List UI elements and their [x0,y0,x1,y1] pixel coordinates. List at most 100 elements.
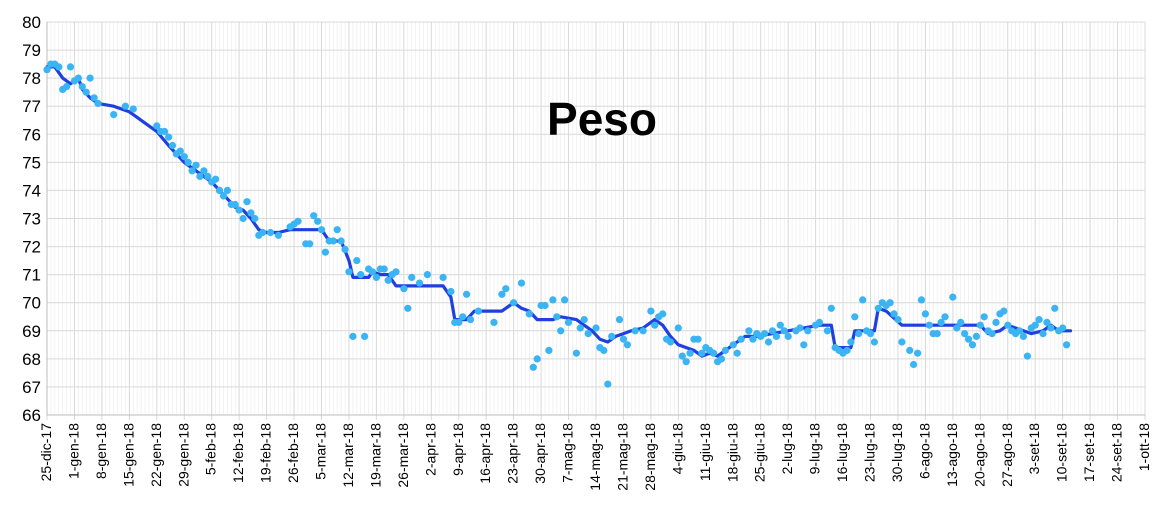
data-point [341,245,349,253]
data-point [204,172,212,180]
x-tick-label: 30-lug-18 [889,423,905,482]
data-point [74,74,82,82]
data-point [674,324,682,332]
data-point [415,279,424,287]
data-point [1019,332,1027,340]
data-point [329,237,337,245]
y-tick-label: 74 [22,181,41,200]
x-tick-label: 21-mag-18 [614,423,630,491]
x-tick-label: 5-mar-18 [313,423,329,480]
axes: 25-dic-17 1-gen-18 8-gen-18 15-gen-18 22-gen… [22,13,1152,491]
x-tick-label: 25-giu-18 [752,423,768,482]
data-point [729,341,737,349]
data-point [780,327,788,335]
data-point [600,346,608,354]
data-point [784,332,792,340]
data-point [404,304,412,312]
data-point [266,228,275,237]
data-point [874,304,882,312]
data-point [843,346,851,354]
data-point [800,341,808,349]
data-point [502,285,510,293]
data-point [949,293,957,301]
data-point [761,330,769,338]
data-point [576,324,584,332]
data-point [745,327,753,335]
data-point [1031,321,1039,329]
data-point [455,318,463,326]
data-point [572,349,581,357]
chart-title: Peso [547,93,657,145]
data-point [384,276,392,284]
data-point [549,296,557,304]
data-point [976,321,984,329]
y-tick-label: 67 [22,378,41,397]
data-point [439,273,447,281]
x-tick-label: 3-set-18 [1026,423,1042,475]
y-tick-label: 72 [22,238,41,257]
data-point [1004,321,1012,329]
y-tick-label: 73 [22,210,41,229]
data-point [1000,307,1008,315]
y-tick-label: 75 [22,153,41,172]
data-point [906,346,914,354]
data-point [463,290,471,298]
data-point [212,175,220,183]
y-tick-label: 70 [22,294,41,313]
y-tick-label: 71 [22,266,41,285]
y-tick-label: 77 [22,97,41,116]
data-point [161,127,169,136]
data-point [392,268,400,276]
data-point [815,318,824,326]
data-point [898,338,906,346]
data-point [615,316,624,324]
data-point [349,332,357,340]
x-tick-label: 7-mag-18 [560,423,576,483]
data-point [368,268,377,276]
data-point [357,271,365,279]
y-tick-label: 78 [22,69,41,88]
data-point [1063,341,1071,349]
data-point [678,352,686,360]
data-point [749,335,757,343]
data-point [466,316,475,324]
x-tick-label: 12-feb-18 [230,423,246,483]
data-point [953,324,961,332]
data-point [459,313,467,321]
data-point [659,310,667,318]
data-point [988,330,996,338]
data-point [921,310,930,318]
points-series [43,60,1071,388]
data-point [129,105,137,113]
data-point [55,63,63,71]
data-point [964,335,973,343]
data-point [764,338,773,346]
data-point [235,206,243,214]
x-tick-label: 18-giu-18 [724,423,740,482]
data-point [541,301,549,310]
data-point [165,133,173,141]
x-tick-label: 11-giu-18 [697,423,713,481]
data-point [686,349,694,357]
data-point [619,335,628,343]
data-point [772,332,781,340]
x-tick-label: 15-gen-18 [120,423,136,487]
data-point [78,83,86,91]
y-tick-label: 66 [22,406,41,425]
data-point [608,332,616,340]
x-tick-label: 24-set-18 [1109,423,1125,482]
data-point [564,318,573,326]
data-point [698,349,706,357]
data-point [557,327,565,335]
y-tick-label: 68 [22,350,41,369]
data-point [937,318,945,326]
data-point [925,321,933,329]
x-tick-label: 1-gen-18 [65,423,81,479]
data-point [90,94,98,102]
data-point [890,310,898,318]
data-point [259,228,267,237]
data-point [1023,352,1031,360]
data-point [1043,318,1051,326]
data-point [1015,327,1024,335]
data-point [992,318,1000,326]
